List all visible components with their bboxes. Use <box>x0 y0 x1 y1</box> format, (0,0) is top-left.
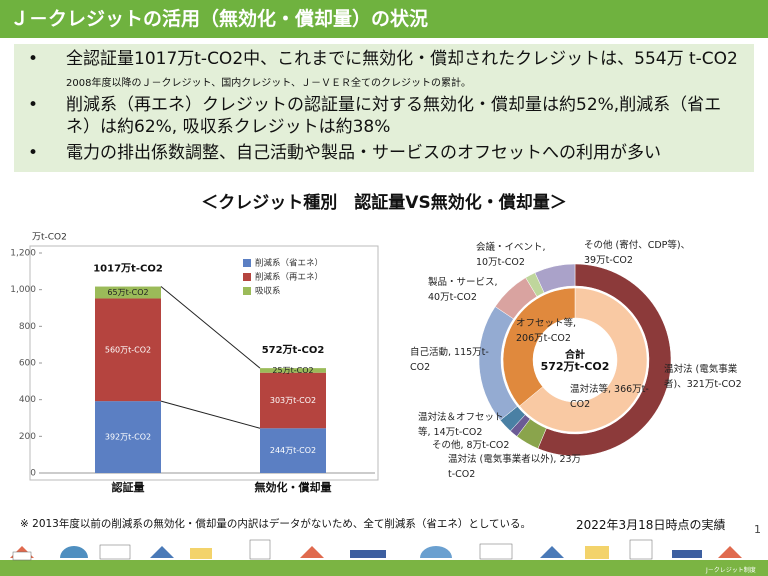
bar-segment <box>260 368 326 373</box>
donut-label: その他 (寄付、CDP等)、39万t-CO2 <box>584 240 691 266</box>
y-tick-label: 1,000 <box>10 285 36 295</box>
legend-label: 吸収系 <box>255 286 281 297</box>
bullet: 電力の排出係数調整、自己活動や製品・サービスのオフセットへの利用が多い <box>28 142 746 164</box>
donut-label: 温対法 (電気事業者以外), 23万t-CO2 <box>448 454 582 480</box>
connector <box>160 286 261 369</box>
donut-label: 温対法等, 366万t-CO2 <box>570 384 649 410</box>
donut-slice <box>502 287 576 407</box>
value-label: 303万t-CO2 <box>270 396 316 405</box>
y-tick-label: 600 <box>19 359 36 369</box>
bullet-note: 2008年度以降のＪ－クレジット、国内クレジット、Ｊ－ＶＥＲ全てのクレジットの累… <box>66 78 472 89</box>
town <box>0 539 768 576</box>
donut-slice <box>519 287 648 433</box>
page-number: 1 <box>754 523 761 536</box>
center-box <box>539 346 611 374</box>
as-of-date: 2022年3月18日時点の実績 <box>576 518 726 532</box>
donut-label: 温対法 (電気事業者)、321万t-CO2 <box>664 364 742 390</box>
section-title: ＜クレジット種別 認証量VS無効化・償却量＞ <box>201 193 567 213</box>
bar-segment <box>260 372 326 429</box>
value-label: 65万t-CO2 <box>107 288 148 297</box>
legend-swatch <box>243 259 251 267</box>
y-tick-label: 0 <box>30 469 36 479</box>
x-tick-label: 無効化・償却量 <box>255 480 332 494</box>
y-tick-label: 400 <box>19 395 36 405</box>
y-tick-label: 800 <box>19 322 36 332</box>
footnote: ※ 2013年度以前の削減系の無効化・償却量の内訳はデータがないため、全て削減系… <box>20 518 532 530</box>
donut-slice <box>534 263 576 294</box>
bullet-box: 全認証量1017万t-CO2中、これまでに無効化・償却されたクレジットは、554… <box>14 44 754 172</box>
bar-segment <box>95 401 161 473</box>
bar-segment <box>260 428 326 473</box>
y-axis-label: 万t-CO2 <box>32 233 67 243</box>
legend-label: 削減系（省エネ） <box>255 258 323 269</box>
donut-label: 会議・イベント, 10万t-CO2 <box>476 242 546 268</box>
x-tick-label: 認証量 <box>112 480 145 494</box>
legend-swatch <box>243 287 251 295</box>
bar-segment <box>95 298 161 402</box>
donut-label: 温対法＆オフセット等, 14万t-CO2 <box>418 412 504 438</box>
header-title: Ｊ－クレジットの活用（無効化・償却量）の状況 <box>0 0 768 38</box>
donut-label: オフセット等, 206万t-CO2 <box>516 318 577 344</box>
footer-brand: J－クレジット制度 <box>706 567 756 574</box>
y-tick-label: 200 <box>19 432 36 442</box>
value-label: 392万t-CO2 <box>105 433 151 442</box>
connector <box>160 400 261 429</box>
value-label: 25万t-CO2 <box>272 366 313 375</box>
value-label: 244万t-CO2 <box>270 446 316 455</box>
chart-frame <box>29 245 379 481</box>
total-label: 1017万t-CO2 <box>93 263 163 275</box>
bar-segment <box>95 286 161 299</box>
center-label: 合計 <box>564 348 585 361</box>
legend-swatch <box>243 273 251 281</box>
bullet: 全認証量1017万t-CO2中、これまでに無効化・償却されたクレジットは、554… <box>28 48 746 70</box>
donut-label: その他, 8万t-CO2 <box>432 440 510 451</box>
y-tick-label: 1,200 <box>10 249 36 259</box>
donut-label: 自己活動, 115万t-CO2 <box>410 347 489 373</box>
total-label: 572万t-CO2 <box>262 344 325 356</box>
center-label: 572万t-CO2 <box>541 360 610 373</box>
legend-label: 削減系（再エネ） <box>255 272 323 283</box>
donut-label: 製品・サービス, 40万t-CO2 <box>428 277 498 303</box>
bullet: 削減系（再エネ）クレジットの認証量に対する無効化・償却量は約52%,削減系（省エ… <box>28 94 746 138</box>
donut-slice <box>537 263 672 457</box>
value-label: 560万t-CO2 <box>105 345 151 354</box>
